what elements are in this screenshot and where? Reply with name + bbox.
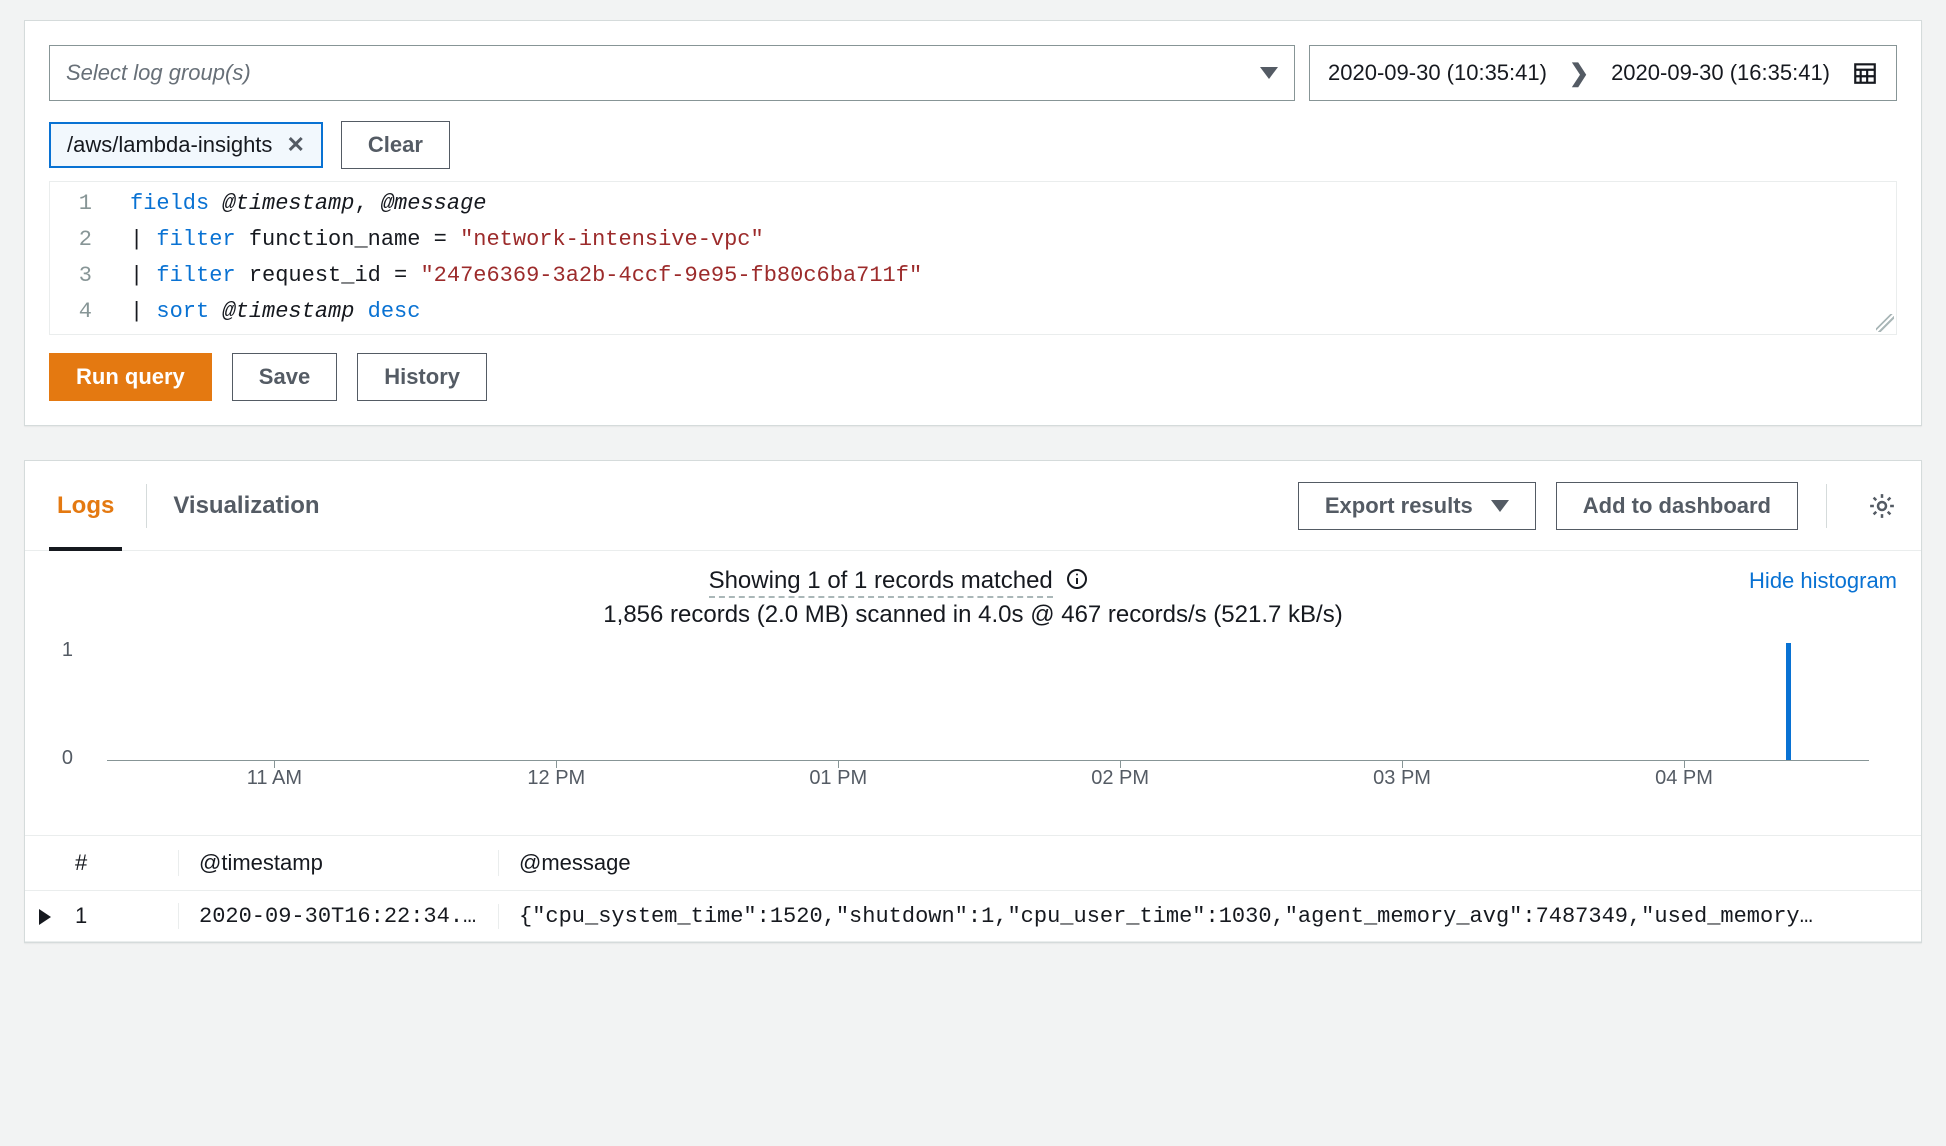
expand-icon[interactable] xyxy=(39,909,51,925)
histogram-ylabel: 0 xyxy=(62,747,73,770)
histogram: 1 0 11 AM12 PM01 PM02 PM03 PM04 PM xyxy=(77,639,1869,809)
export-results-button[interactable]: Export results xyxy=(1298,482,1536,530)
tab-visualization[interactable]: Visualization xyxy=(165,462,351,550)
summary-matched: Showing 1 of 1 records matched xyxy=(49,567,1749,595)
query-panel: Select log group(s) 2020-09-30 (10:35:41… xyxy=(24,20,1922,426)
histogram-plot xyxy=(107,643,1869,761)
date-range-picker[interactable]: 2020-09-30 (10:35:41) ❯ 2020-09-30 (16:3… xyxy=(1309,45,1897,101)
col-timestamp-header: @timestamp xyxy=(179,850,499,876)
chevron-down-icon xyxy=(1260,67,1278,79)
col-message-header: @message xyxy=(499,850,1913,876)
top-row: Select log group(s) 2020-09-30 (10:35:41… xyxy=(49,45,1897,101)
date-to: 2020-09-30 (16:35:41) xyxy=(1611,60,1830,86)
histogram-xlabel: 03 PM xyxy=(1373,767,1431,790)
run-query-button[interactable]: Run query xyxy=(49,353,212,401)
date-from: 2020-09-30 (10:35:41) xyxy=(1328,60,1547,86)
col-num-header: # xyxy=(73,850,179,876)
tab-separator xyxy=(146,484,147,528)
chevron-right-icon: ❯ xyxy=(1569,59,1589,88)
results-table-header: # @timestamp @message xyxy=(25,835,1921,891)
add-to-dashboard-button[interactable]: Add to dashboard xyxy=(1556,482,1798,530)
resize-handle[interactable] xyxy=(1876,314,1894,332)
export-results-label: Export results xyxy=(1325,493,1473,519)
histogram-bar xyxy=(1786,643,1791,760)
tabs: Logs Visualization xyxy=(49,462,352,550)
filters-row: /aws/lambda-insights ✕ Clear xyxy=(49,121,1897,169)
histogram-xlabel: 01 PM xyxy=(809,767,867,790)
histogram-xlabel: 02 PM xyxy=(1091,767,1149,790)
info-icon[interactable] xyxy=(1065,567,1089,591)
history-button[interactable]: History xyxy=(357,353,487,401)
editor-gutter: 1234 xyxy=(50,182,102,334)
close-icon[interactable]: ✕ xyxy=(286,132,304,158)
tabs-bar: Logs Visualization Export results Add to… xyxy=(25,461,1921,551)
query-actions: Run query Save History xyxy=(49,353,1897,401)
row-message: {"cpu_system_time":1520,"shutdown":1,"cp… xyxy=(499,904,1913,929)
chevron-down-icon xyxy=(1491,500,1509,512)
selected-log-group-chip: /aws/lambda-insights ✕ xyxy=(49,122,323,168)
chip-label: /aws/lambda-insights xyxy=(67,132,272,158)
clear-button[interactable]: Clear xyxy=(341,121,450,169)
separator xyxy=(1826,484,1827,528)
histogram-xlabel: 04 PM xyxy=(1655,767,1713,790)
tab-logs[interactable]: Logs xyxy=(49,462,146,550)
histogram-xlabel: 12 PM xyxy=(527,767,585,790)
gear-icon[interactable] xyxy=(1867,491,1897,521)
col-expand xyxy=(33,850,73,876)
summary-area: Showing 1 of 1 records matched Hide hist… xyxy=(25,551,1921,629)
row-num: 1 xyxy=(73,903,179,929)
save-button[interactable]: Save xyxy=(232,353,337,401)
table-row[interactable]: 12020-09-30T16:22:34.…{"cpu_system_time"… xyxy=(25,891,1921,942)
editor-code[interactable]: fields @timestamp, @message| filter func… xyxy=(50,182,1896,334)
results-panel: Logs Visualization Export results Add to… xyxy=(24,460,1922,943)
log-group-select[interactable]: Select log group(s) xyxy=(49,45,1295,101)
query-editor[interactable]: 1234 fields @timestamp, @message| filter… xyxy=(49,181,1897,335)
summary-matched-text: Showing 1 of 1 records matched xyxy=(709,567,1053,598)
histogram-ylabel: 1 xyxy=(62,639,73,662)
hide-histogram-link[interactable]: Hide histogram xyxy=(1749,568,1897,594)
tabs-actions: Export results Add to dashboard xyxy=(1298,482,1897,530)
histogram-xlabel: 11 AM xyxy=(247,767,302,790)
calendar-icon xyxy=(1852,60,1878,86)
log-group-placeholder: Select log group(s) xyxy=(66,60,251,86)
results-table-body: 12020-09-30T16:22:34.…{"cpu_system_time"… xyxy=(25,891,1921,942)
summary-row: Showing 1 of 1 records matched Hide hist… xyxy=(49,567,1897,595)
summary-scanned: 1,856 records (2.0 MB) scanned in 4.0s @… xyxy=(49,601,1897,629)
row-timestamp: 2020-09-30T16:22:34.… xyxy=(179,904,499,929)
